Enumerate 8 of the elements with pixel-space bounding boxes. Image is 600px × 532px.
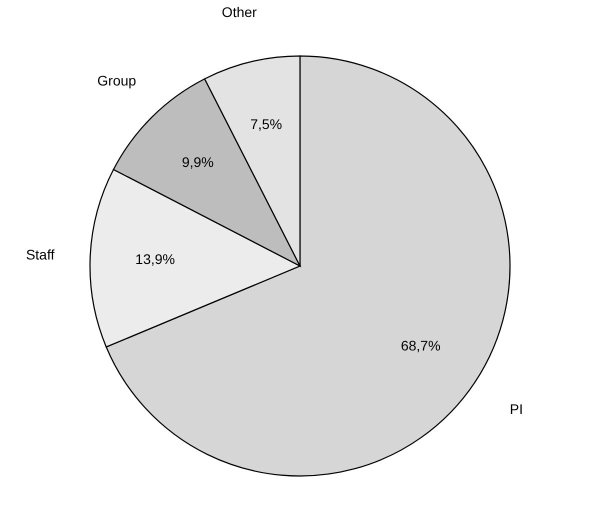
- slice-label: PI: [510, 401, 524, 418]
- slice-label: Group: [97, 72, 136, 89]
- data-label: 9,9%: [182, 154, 214, 170]
- data-label: 7,5%: [250, 116, 282, 132]
- slice-label: Other: [222, 4, 258, 20]
- slice-label: Staff: [26, 246, 55, 262]
- data-label: 13,9%: [135, 251, 175, 268]
- data-label: 68,7%: [400, 337, 441, 354]
